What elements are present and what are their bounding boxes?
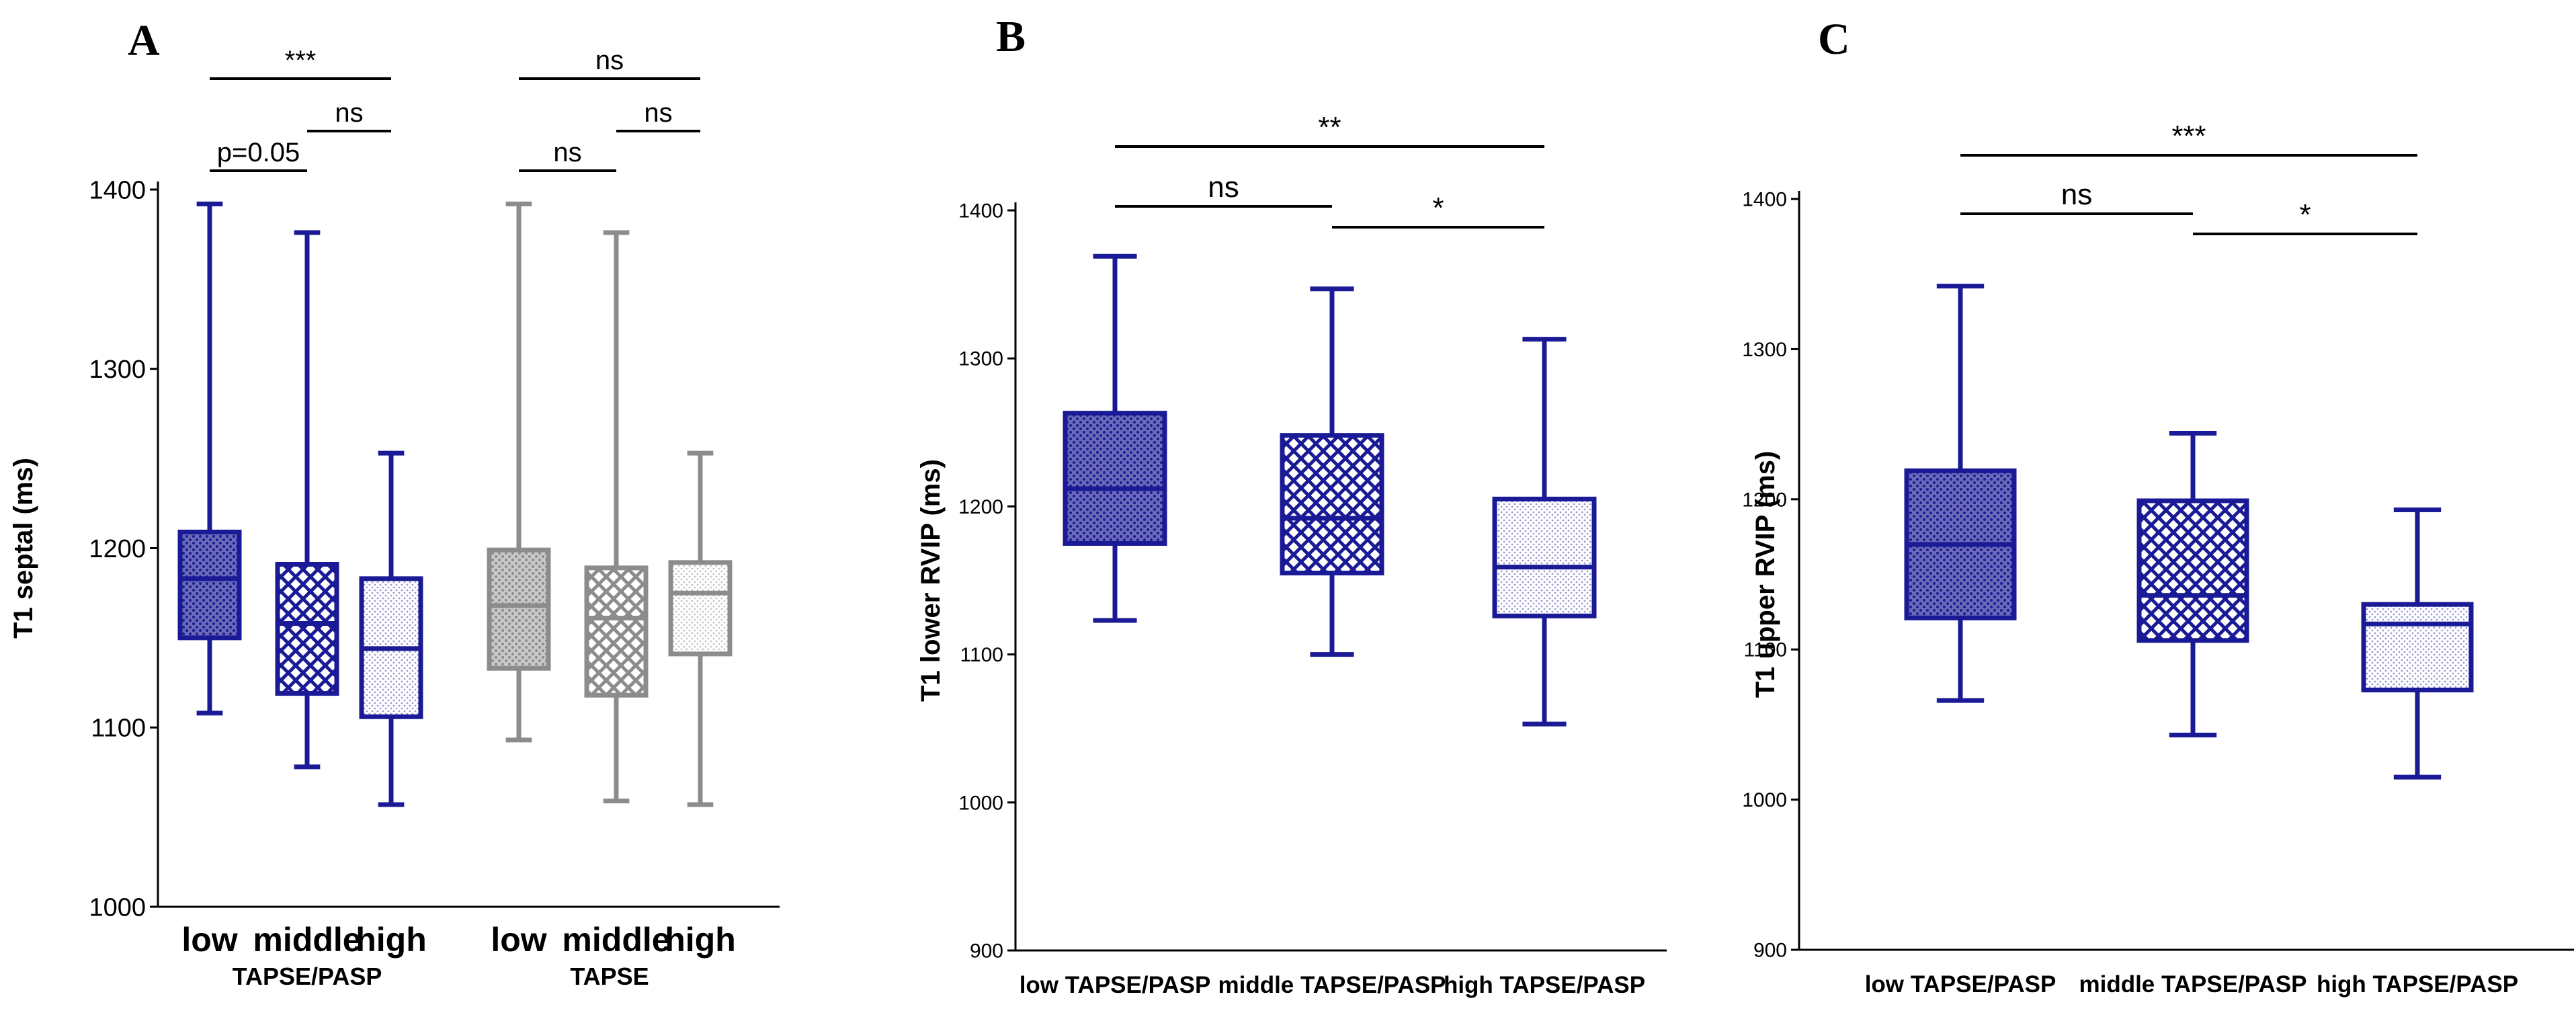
box-low-tapse-pasp bbox=[1904, 284, 2017, 703]
panel-b: B 900 1000 1100 1200 1300 1400 T1 lower RVIP (… bbox=[916, 12, 1667, 998]
box-iqr bbox=[1063, 411, 1167, 546]
box-iqr bbox=[668, 560, 733, 657]
significance-label: *** bbox=[285, 46, 317, 75]
box-iqr bbox=[487, 547, 551, 671]
x-category-label: low TAPSE/PASP bbox=[1020, 972, 1211, 998]
box-iqr bbox=[2136, 498, 2249, 643]
significance-label: ns bbox=[553, 138, 581, 167]
significance-label: ns bbox=[644, 98, 672, 128]
box-iqr bbox=[1492, 496, 1597, 618]
y-tick-label: 1200 bbox=[1742, 489, 1787, 511]
x-category-label: high TAPSE/PASP bbox=[2317, 971, 2518, 998]
significance-label: *** bbox=[2171, 120, 2206, 153]
y-axis-label: T1 septal (ms) bbox=[9, 458, 38, 639]
x-category-label: low bbox=[491, 921, 546, 959]
box-iqr bbox=[1280, 433, 1384, 575]
box-iqr bbox=[584, 565, 649, 698]
x-category-label: middle TAPSE/PASP bbox=[2079, 971, 2307, 998]
x-category-label: middle bbox=[253, 921, 361, 959]
box-tapse-pasp-middle bbox=[275, 230, 339, 770]
box-high-tapse-pasp bbox=[1492, 337, 1597, 727]
significance-label: ns bbox=[335, 98, 363, 128]
y-tick-label: 1000 bbox=[1742, 789, 1787, 811]
significance-label: p=0.05 bbox=[217, 138, 300, 167]
panel-b-letter: B bbox=[996, 12, 1026, 61]
panel-a-letter: A bbox=[128, 16, 160, 65]
significance-label: ns bbox=[1208, 171, 1239, 204]
box-iqr bbox=[177, 529, 242, 641]
significance-label: ** bbox=[1318, 111, 1341, 144]
y-tick-label: 1000 bbox=[89, 893, 146, 922]
y-tick-label: 1400 bbox=[1742, 189, 1787, 211]
x-category-label: middle TAPSE/PASP bbox=[1218, 972, 1446, 998]
box-low-tapse-pasp bbox=[1063, 253, 1167, 623]
y-tick-label: 900 bbox=[1753, 940, 1787, 962]
y-tick-label: 1300 bbox=[89, 356, 146, 384]
panel-c-letter: C bbox=[1818, 15, 1850, 64]
y-tick-label: 1400 bbox=[89, 176, 146, 204]
x-group-label: TAPSE bbox=[570, 963, 649, 990]
y-axis-label: T1 lower RVIP (ms) bbox=[916, 459, 946, 702]
y-tick-label: 1000 bbox=[958, 792, 1003, 814]
x-category-label: low bbox=[181, 921, 237, 959]
x-category-label: high bbox=[665, 921, 736, 959]
y-tick-label: 1100 bbox=[1743, 639, 1787, 661]
y-tick-label: 1200 bbox=[958, 496, 1003, 518]
significance-label: * bbox=[2299, 198, 2311, 231]
box-middle-tapse-pasp bbox=[1280, 286, 1384, 657]
y-tick-label: 1200 bbox=[89, 535, 146, 563]
box-iqr bbox=[2361, 602, 2474, 693]
y-tick-label: 900 bbox=[970, 940, 1003, 963]
x-category-label: high bbox=[356, 921, 427, 959]
x-category-label: low TAPSE/PASP bbox=[1865, 971, 2056, 998]
x-category-label: high TAPSE/PASP bbox=[1444, 972, 1645, 998]
box-tapse-high bbox=[668, 450, 733, 807]
y-tick-label: 1400 bbox=[958, 200, 1003, 222]
x-group-label: TAPSE/PASP bbox=[233, 963, 382, 990]
box-high-tapse-pasp bbox=[2361, 507, 2474, 780]
box-middle-tapse-pasp bbox=[2136, 431, 2249, 738]
y-tick-label: 1100 bbox=[960, 644, 1003, 666]
x-category-label: middle bbox=[562, 921, 670, 959]
y-tick-label: 1300 bbox=[1742, 339, 1787, 361]
box-iqr bbox=[275, 562, 339, 696]
y-axis-label: T1 upper RVIP (ms) bbox=[1751, 451, 1780, 698]
significance-label: * bbox=[1432, 192, 1444, 225]
significance-label: ns bbox=[2061, 178, 2092, 211]
box-tapse-middle bbox=[584, 230, 649, 804]
panel-c: C 900 1000 1100 1200 1300 1400 T1 upper RVIP (… bbox=[1742, 15, 2574, 998]
significance-label: ns bbox=[595, 46, 624, 75]
y-tick-label: 1100 bbox=[91, 715, 146, 743]
y-tick-label: 1300 bbox=[958, 348, 1003, 370]
box-tapse-pasp-low bbox=[177, 201, 242, 716]
box-tapse-low bbox=[487, 201, 551, 743]
box-tapse-pasp-high bbox=[359, 450, 423, 807]
